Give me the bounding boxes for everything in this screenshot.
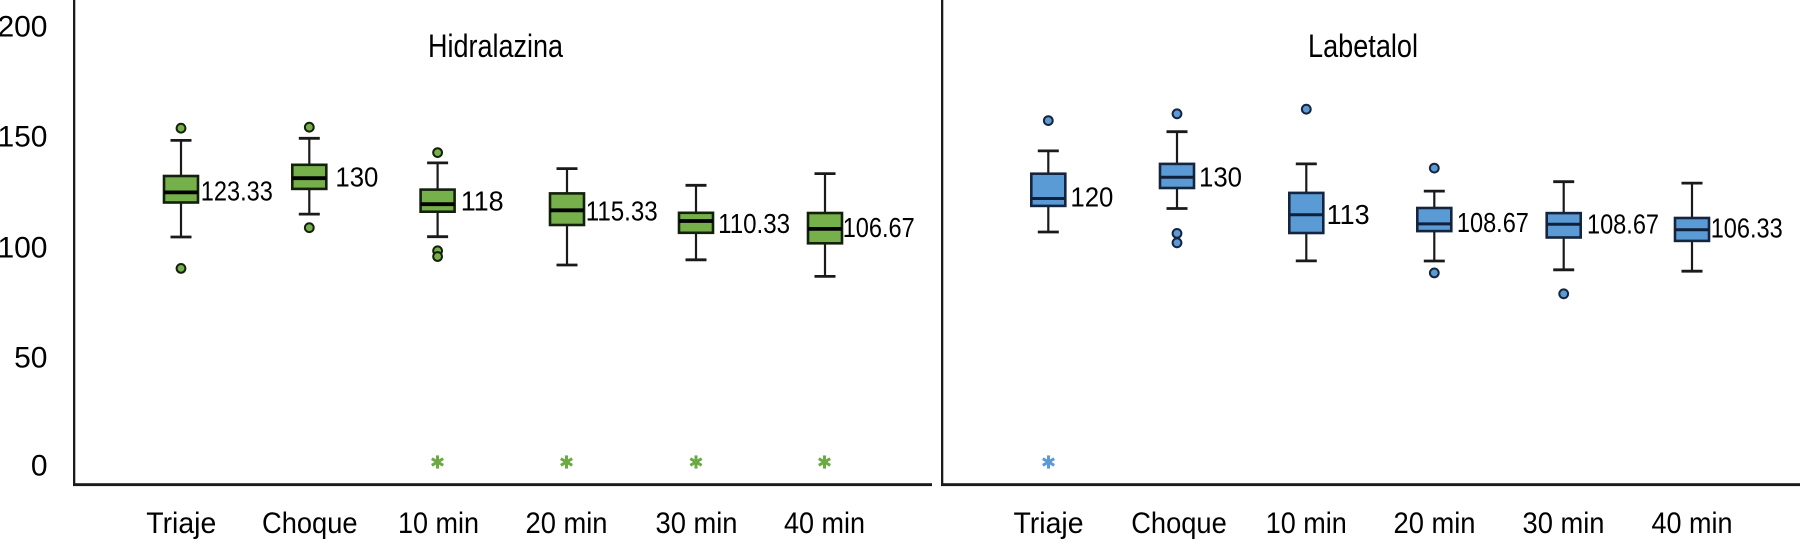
svg-text:150: 150 bbox=[0, 120, 48, 153]
svg-text:200: 200 bbox=[0, 10, 48, 43]
svg-text:123.33: 123.33 bbox=[201, 176, 273, 207]
svg-text:30 min: 30 min bbox=[656, 507, 738, 540]
svg-text:115.33: 115.33 bbox=[586, 196, 658, 227]
svg-text:100: 100 bbox=[0, 231, 48, 264]
svg-text:Hidralazina: Hidralazina bbox=[428, 28, 563, 64]
svg-text:30 min: 30 min bbox=[1523, 507, 1605, 540]
svg-text:20 min: 20 min bbox=[1394, 507, 1476, 540]
svg-text:130: 130 bbox=[1199, 161, 1242, 192]
svg-text:Choque: Choque bbox=[262, 507, 358, 540]
svg-text:110.33: 110.33 bbox=[718, 208, 790, 239]
svg-text:108.67: 108.67 bbox=[1587, 209, 1659, 240]
svg-text:Triaje: Triaje bbox=[146, 507, 216, 540]
svg-text:10 min: 10 min bbox=[1266, 507, 1347, 540]
svg-text:40 min: 40 min bbox=[784, 507, 865, 540]
svg-text:40 min: 40 min bbox=[1652, 507, 1733, 540]
svg-text:120: 120 bbox=[1070, 181, 1113, 212]
svg-text:Triaje: Triaje bbox=[1014, 507, 1084, 540]
svg-text:106.67: 106.67 bbox=[843, 212, 915, 243]
svg-text:Labetalol: Labetalol bbox=[1308, 28, 1418, 64]
svg-text:10 min: 10 min bbox=[398, 507, 479, 540]
svg-text:0: 0 bbox=[31, 449, 48, 482]
svg-text:50: 50 bbox=[14, 341, 47, 374]
svg-text:118: 118 bbox=[461, 186, 504, 217]
svg-text:108.67: 108.67 bbox=[1457, 207, 1529, 238]
svg-text:113: 113 bbox=[1327, 199, 1370, 230]
svg-text:130: 130 bbox=[335, 162, 378, 193]
svg-text:Choque: Choque bbox=[1131, 507, 1227, 540]
svg-text:106.33: 106.33 bbox=[1711, 213, 1783, 244]
svg-text:20 min: 20 min bbox=[526, 507, 608, 540]
